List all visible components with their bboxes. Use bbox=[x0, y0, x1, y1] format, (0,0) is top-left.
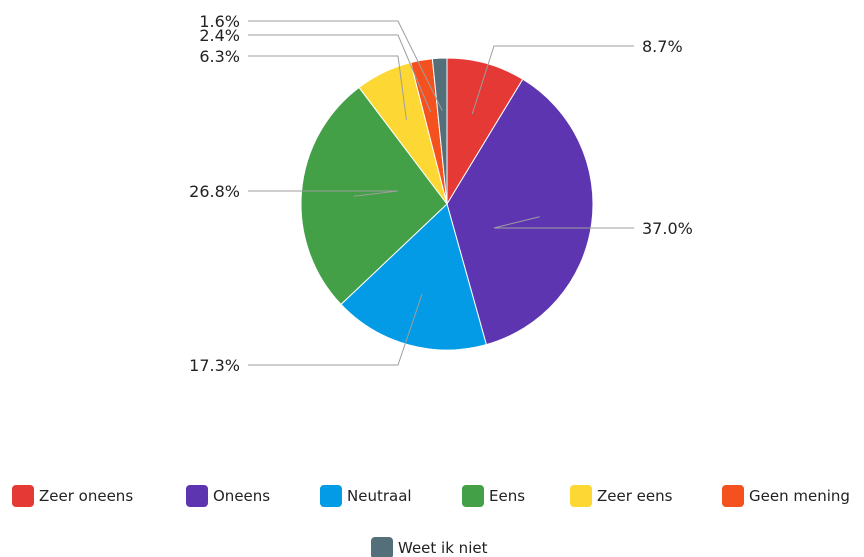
legend-item-zeer-oneens: Zeer oneens bbox=[12, 485, 133, 507]
legend-item-weet-ik-niet: Weet ik niet bbox=[371, 537, 488, 557]
legend-label: Zeer oneens bbox=[39, 487, 133, 505]
data-label-zeer-eens: 6.3% bbox=[199, 47, 240, 66]
leader-line-geen-mening bbox=[248, 34, 432, 113]
legend-swatch bbox=[186, 485, 208, 507]
data-label-oneens: 37.0% bbox=[642, 219, 693, 238]
legend-item-oneens: Oneens bbox=[186, 485, 270, 507]
data-labels: 8.7% 37.0% 17.3% 26.8% 6.3% 2.4%1.6% bbox=[189, 12, 693, 375]
legend-label: Oneens bbox=[213, 487, 270, 505]
legend-label: Geen mening bbox=[749, 487, 850, 505]
legend-label: Neutraal bbox=[347, 487, 412, 505]
legend: Zeer oneens Oneens Neutraal Eens Zeer eens Ge… bbox=[12, 485, 850, 557]
pie-slice-weet-ik-niet bbox=[431, 57, 448, 205]
legend-label: Weet ik niet bbox=[398, 539, 488, 557]
pie-slice-oneens bbox=[446, 78, 594, 346]
leader-line-neutraal bbox=[248, 293, 423, 366]
pie-slice-neutraal bbox=[340, 203, 487, 351]
legend-item-neutraal: Neutraal bbox=[320, 485, 412, 507]
legend-item-zeer-eens: Zeer eens bbox=[570, 485, 673, 507]
legend-swatch bbox=[462, 485, 484, 507]
leader-line-eens bbox=[248, 190, 399, 197]
legend-item-eens: Eens bbox=[462, 485, 525, 507]
data-label-geen-mening: 2.4% bbox=[199, 26, 240, 45]
leader-line-zeer-eens bbox=[248, 55, 407, 120]
legend-label: Zeer eens bbox=[597, 487, 673, 505]
leader-line-oneens bbox=[493, 216, 634, 229]
leader-line-weet-ik-niet bbox=[248, 20, 443, 111]
data-label-eens: 26.8% bbox=[189, 182, 240, 201]
legend-item-geen-mening: Geen mening bbox=[722, 485, 850, 507]
legend-swatch bbox=[570, 485, 592, 507]
data-label-zeer-oneens: 8.7% bbox=[642, 37, 683, 56]
legend-swatch bbox=[722, 485, 744, 507]
label-leader-lines bbox=[248, 20, 634, 366]
data-label-neutraal: 17.3% bbox=[189, 356, 240, 375]
legend-swatch bbox=[371, 537, 393, 557]
data-label-weet-ik-niet: 1.6% bbox=[199, 12, 240, 31]
pie-slices bbox=[300, 57, 594, 351]
pie-slice-eens bbox=[300, 86, 448, 306]
legend-label: Eens bbox=[489, 487, 525, 505]
legend-swatch bbox=[320, 485, 342, 507]
leader-line-zeer-oneens bbox=[471, 45, 634, 115]
legend-swatch bbox=[12, 485, 34, 507]
